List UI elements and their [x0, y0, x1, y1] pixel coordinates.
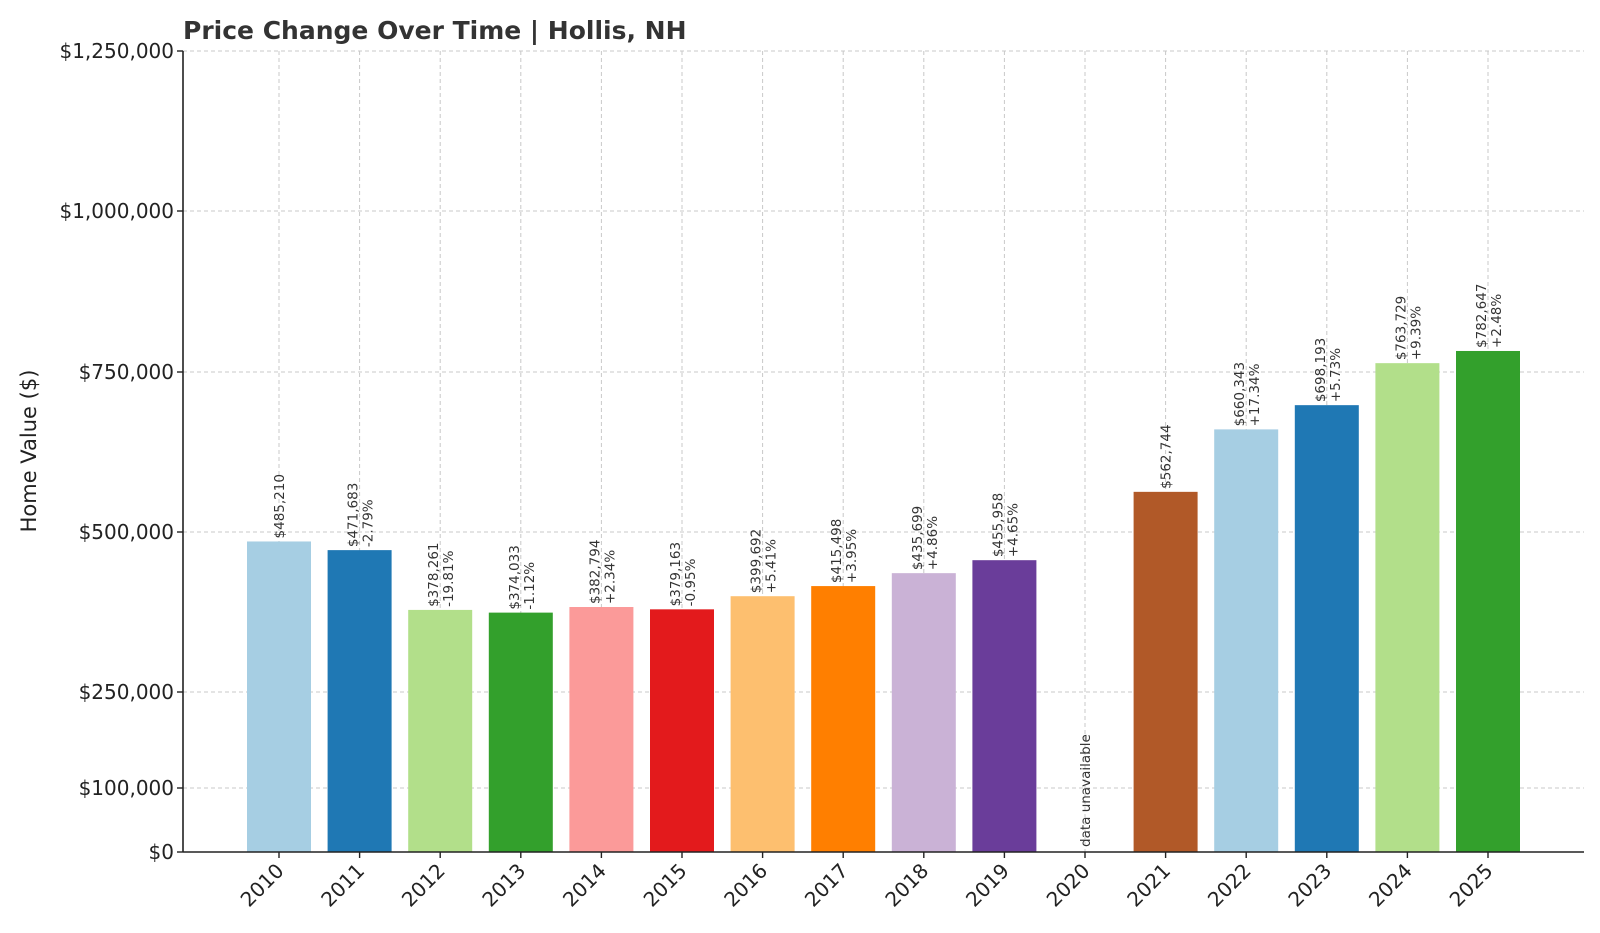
value-label-2021: $562,744 — [1159, 424, 1175, 488]
bar-2019 — [972, 560, 1037, 852]
missing-data-label: data unavailable — [1078, 734, 1094, 847]
change-label-2014: +2.34% — [602, 550, 618, 604]
change-label-2022: +17.34% — [1247, 363, 1263, 426]
change-label-2019: +4.65% — [1005, 503, 1021, 557]
bar-2021 — [1133, 491, 1198, 852]
y-axis-label: Home Value ($) — [17, 370, 41, 533]
x-tick-label-2017: 2017 — [800, 859, 853, 912]
x-tick-label-2019: 2019 — [961, 859, 1014, 912]
value-label-2012: $378,261 — [426, 542, 442, 606]
x-tick-label-2014: 2014 — [558, 859, 611, 912]
value-label-2011: $471,683 — [346, 483, 362, 547]
x-tick-label-2024: 2024 — [1364, 859, 1417, 912]
change-label-2015: -0.95% — [683, 558, 699, 606]
x-tick-label-2022: 2022 — [1203, 859, 1256, 912]
x-tick-label-2016: 2016 — [719, 859, 772, 912]
value-label-2024: $763,729 — [1393, 296, 1409, 360]
bar-2025 — [1456, 350, 1520, 852]
axes — [182, 51, 1584, 853]
x-tick-label-2023: 2023 — [1283, 859, 1336, 912]
x-tick-label-2012: 2012 — [397, 859, 450, 912]
value-label-2022: $660,343 — [1232, 362, 1248, 426]
change-label-2023: +5.73% — [1328, 348, 1344, 402]
bars — [247, 350, 1520, 852]
bar-2023 — [1294, 405, 1359, 852]
change-label-2016: +5.41% — [764, 539, 780, 593]
change-label-2018: +4.86% — [925, 516, 941, 570]
y-tick-label: $1,250,000 — [59, 39, 174, 63]
bar-2024 — [1375, 363, 1440, 852]
value-label-2023: $698,193 — [1313, 338, 1329, 402]
y-tick-label: $1,000,000 — [59, 199, 174, 223]
y-tick-label: $250,000 — [79, 680, 174, 704]
x-tick-label-2013: 2013 — [477, 859, 530, 912]
value-label-2010: $485,210 — [272, 474, 288, 538]
x-tick-label-2021: 2021 — [1122, 859, 1175, 912]
x-tick-label-2018: 2018 — [880, 859, 933, 912]
y-tick-labels: $0 $100,000 $250,000 $500,000 $750,000 $1,000… — [59, 39, 183, 864]
bar-2018 — [891, 573, 956, 852]
x-tick-label-2010: 2010 — [236, 859, 289, 912]
bar-2014 — [569, 607, 634, 852]
value-label-2016: $399,692 — [749, 529, 765, 593]
change-label-2013: -1.12% — [522, 562, 538, 610]
bar-2011 — [327, 550, 392, 852]
value-label-2015: $379,163 — [668, 542, 684, 606]
x-tick-label-2011: 2011 — [316, 859, 369, 912]
bar-2016 — [730, 596, 795, 852]
bar-2022 — [1214, 429, 1279, 852]
y-tick-label: $100,000 — [79, 776, 174, 800]
y-tick-label: $500,000 — [79, 520, 174, 544]
change-label-2012: -19.81% — [441, 550, 457, 607]
value-label-2013: $374,033 — [507, 545, 523, 609]
value-label-2025: $782,647 — [1474, 284, 1490, 348]
bar-2012 — [408, 609, 473, 852]
x-tick-labels: 2010 2011 2012 2013 2014 2015 2016 2017 2018 2019… — [236, 852, 1498, 912]
y-tick-label: $750,000 — [79, 360, 174, 384]
bar-2015 — [650, 609, 714, 852]
x-tick-label-2015: 2015 — [639, 859, 692, 912]
grid-lines — [183, 50, 1584, 852]
x-tick-label-2020: 2020 — [1042, 859, 1095, 912]
data-labels: $485,210 $471,683 -2.79% $378,261 -19.81% $37… — [272, 284, 1505, 847]
change-label-2025: +2.48% — [1489, 294, 1505, 348]
y-tick-label: $0 — [149, 840, 174, 864]
x-tick-label-2025: 2025 — [1445, 859, 1498, 912]
bar-2017 — [811, 586, 876, 852]
bar-2013 — [488, 612, 553, 852]
chart-title: Price Change Over Time | Hollis, NH — [183, 16, 687, 45]
value-label-2018: $435,699 — [910, 506, 926, 570]
bar-2010 — [247, 541, 311, 852]
change-label-2017: +3.95% — [844, 529, 860, 583]
value-label-2014: $382,794 — [587, 540, 603, 604]
value-label-2017: $415,498 — [829, 519, 845, 583]
change-label-2024: +9.39% — [1408, 306, 1424, 360]
change-label-2011: -2.79% — [361, 499, 377, 547]
value-label-2019: $455,958 — [990, 493, 1006, 557]
